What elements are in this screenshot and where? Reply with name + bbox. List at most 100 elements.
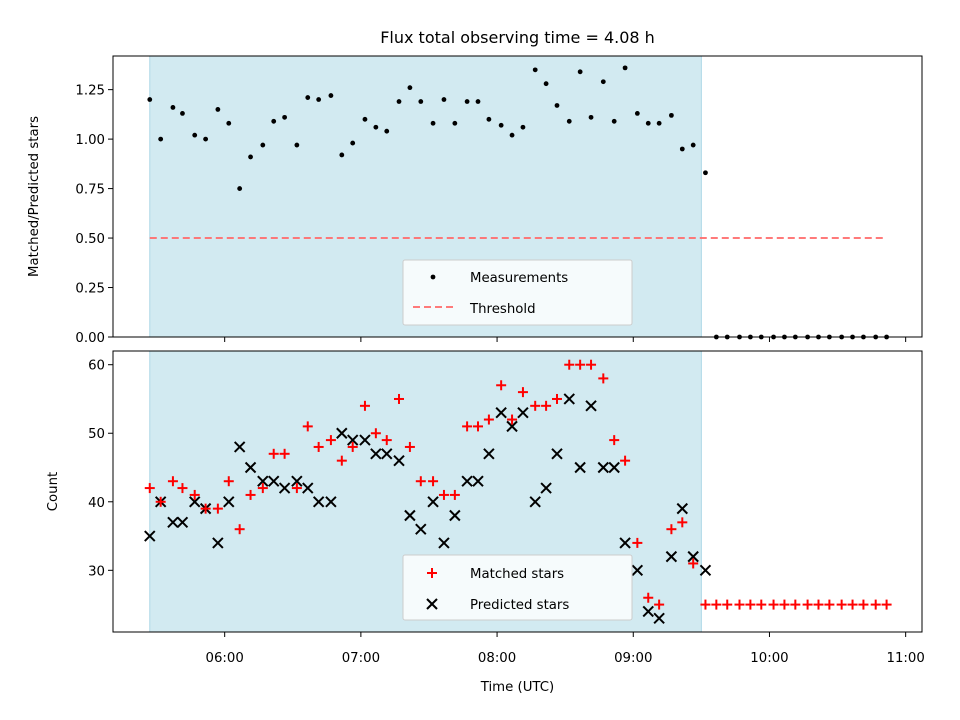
cross-b xyxy=(699,564,712,577)
matched-star-point xyxy=(279,448,290,459)
cross-b xyxy=(551,448,563,460)
cross-b xyxy=(585,400,597,412)
cross-b xyxy=(325,496,337,508)
cross-b xyxy=(393,454,405,467)
cross-b xyxy=(176,516,189,529)
count-y-tick-label: 50 xyxy=(88,427,105,442)
measurement-point xyxy=(690,142,696,148)
measurement-point xyxy=(192,132,198,138)
matched-star-point xyxy=(336,455,347,466)
predicted-star-point xyxy=(472,475,484,487)
count-y-tick-label: 30 xyxy=(88,564,105,579)
matched-star-point xyxy=(768,599,779,610)
matched-star-point xyxy=(496,380,507,391)
time-x-tick-label: 06:00 xyxy=(206,651,244,666)
ratio-panel-frame xyxy=(112,55,923,338)
ratio-y-axis-label: Matched/Predicted stars xyxy=(27,116,42,277)
cross-b xyxy=(268,475,280,487)
ratio-legend: Measurements Threshold xyxy=(402,259,633,326)
cross-b xyxy=(346,434,359,446)
cross-b xyxy=(472,475,484,487)
matched-star-point xyxy=(530,400,541,411)
matched-star-point xyxy=(234,524,245,535)
matched-star-point xyxy=(722,599,733,610)
matched-star-point xyxy=(449,489,460,500)
cross-b xyxy=(540,482,552,494)
measurement-point xyxy=(248,154,253,160)
predicted-star-point xyxy=(167,516,179,529)
matched-star-point xyxy=(268,448,279,459)
predicted-star-point xyxy=(381,448,393,460)
predicted-star-point xyxy=(325,496,337,508)
time-x-tick-label: 07:00 xyxy=(342,651,380,666)
measurement-point xyxy=(180,110,185,116)
predicted-star-point xyxy=(687,550,699,563)
cross-b xyxy=(597,461,610,474)
matched-star-point xyxy=(711,599,722,610)
measurement-point xyxy=(158,136,164,142)
cross-b xyxy=(359,434,371,446)
cross-b xyxy=(212,537,224,549)
measurement-point xyxy=(520,124,526,130)
matched-star-point xyxy=(370,428,381,439)
matched-star-point xyxy=(473,421,484,432)
predicted-star-point xyxy=(346,434,359,446)
chart-title: Flux total observing time = 4.08 h xyxy=(380,28,655,47)
predicted-star-point xyxy=(585,400,597,412)
matched-star-point xyxy=(415,476,426,487)
predicted-star-point xyxy=(302,482,314,494)
measurement-point xyxy=(350,140,356,146)
ratio-panel: 0.00 0.25 0.50 0.75 1.00 1.25 Flux total obse… xyxy=(27,28,923,346)
matched-star-point xyxy=(824,599,835,610)
cross-b xyxy=(312,496,325,508)
cross-b xyxy=(167,516,179,529)
measurement-point xyxy=(588,114,594,120)
cross-b xyxy=(370,448,382,460)
cross-b xyxy=(642,605,654,618)
matched-star-point xyxy=(734,599,745,610)
cross-b xyxy=(653,612,665,624)
matched-star-point xyxy=(870,599,881,610)
cross-b xyxy=(687,550,699,563)
matched-star-point xyxy=(790,599,801,610)
matched-star-point xyxy=(212,503,223,514)
measurement-point xyxy=(384,128,390,134)
measurement-point xyxy=(215,107,221,112)
time-x-axis-label: Time (UTC) xyxy=(480,680,555,695)
measurement-point xyxy=(282,114,288,120)
measurement-point xyxy=(634,110,640,116)
ratio-legend-box xyxy=(402,259,633,326)
cross-b xyxy=(302,482,314,494)
measurement-point xyxy=(170,105,176,110)
count-panel-frame xyxy=(112,350,923,633)
cross-b xyxy=(461,475,473,487)
matched-star-point xyxy=(654,599,665,610)
matched-star-point xyxy=(313,441,324,452)
ratio-y-tick-label: 1.00 xyxy=(75,133,105,148)
measurement-point xyxy=(611,118,617,124)
count-y-tick-label: 60 xyxy=(88,359,105,374)
matched-star-point xyxy=(756,599,767,610)
predicted-star-point xyxy=(642,605,654,618)
matched-star-point xyxy=(177,483,188,494)
legend-matched-label: Matched stars xyxy=(470,567,564,582)
matched-star-point xyxy=(551,393,562,404)
cross-b xyxy=(676,502,689,515)
predicted-star-point xyxy=(223,496,235,508)
measurement-point xyxy=(452,120,458,126)
predicted-star-point xyxy=(336,427,348,439)
matched-star-point xyxy=(359,400,370,411)
count-legend-box xyxy=(402,554,633,621)
predicted-star-point xyxy=(404,509,416,522)
measurement-point xyxy=(475,99,481,104)
matched-star-point xyxy=(325,435,336,446)
matched-star-point xyxy=(836,599,847,610)
measurement-point xyxy=(498,122,504,128)
measurement-point xyxy=(464,99,470,104)
legend-x-glyph xyxy=(426,598,438,610)
matched-star-point xyxy=(347,441,358,452)
matched-star-point xyxy=(394,393,405,404)
cross-b xyxy=(426,598,438,610)
predicted-star-point xyxy=(699,564,712,577)
matched-star-point xyxy=(847,599,858,610)
